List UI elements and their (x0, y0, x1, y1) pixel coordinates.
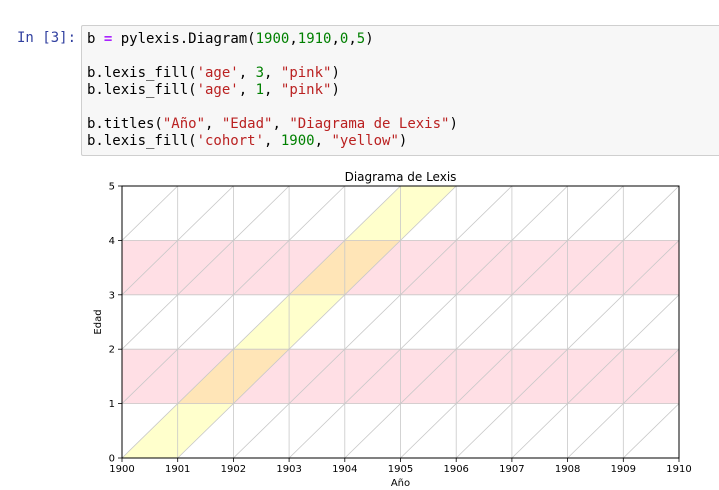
code-token: ) (331, 65, 340, 81)
y-tick-label: 4 (109, 236, 115, 247)
grid-line-diagonal (122, 186, 234, 296)
code-token: pylexis.Diagram( (120, 31, 256, 47)
x-tick-label: 1901 (165, 464, 190, 475)
x-tick-label: 1907 (499, 464, 524, 475)
code-string: "Edad" (221, 116, 273, 132)
code-string: 'age' (196, 65, 239, 81)
grid-line-diagonal (678, 457, 679, 458)
code-line-1: b = pylexis.Diagram(1900,1910,0,5) (87, 31, 374, 47)
code-line-3: b.lexis_fill('age', 1, "pink") (87, 82, 340, 98)
code-operator: = (103, 31, 113, 47)
code-line-5: b.lexis_fill('cohort', 1900, "yellow") (87, 133, 408, 149)
code-number: 1900 (255, 31, 290, 47)
code-number: 1910 (297, 31, 332, 47)
lexis-diagram-chart: 1900 1901 1902 1903 1904 1905 1906 1907 1908 1909… (93, 170, 692, 489)
y-tick-label: 3 (109, 290, 115, 301)
code-token: b.lexis_fill( (87, 65, 197, 81)
grid-line-diagonal (177, 186, 457, 458)
grid-line-diagonal (344, 186, 624, 458)
x-axis-label: Año (391, 478, 410, 486)
code-string: "Año" (162, 116, 206, 132)
x-tick-label: 1903 (276, 464, 301, 475)
code-number: 5 (356, 31, 366, 47)
x-tick-label: 1904 (332, 464, 357, 475)
code-token: ) (331, 82, 340, 98)
code-number: 1 (255, 82, 265, 98)
grid-line-diagonal (400, 186, 679, 458)
grid-line-diagonal (455, 239, 679, 458)
grid-line-diagonal (511, 294, 679, 458)
x-tick-label: 1902 (221, 464, 246, 475)
x-tick-label: 1906 (443, 464, 468, 475)
y-tick-label: 1 (109, 399, 115, 410)
code-number: 1900 (280, 133, 315, 149)
cell-prompt: In [3]: (17, 30, 77, 46)
grid-line-diagonal (233, 186, 513, 458)
grid-line-diagonal (122, 186, 401, 458)
code-token: b (87, 31, 96, 47)
y-axis-label: Edad (93, 309, 104, 334)
grid-line-diagonal (122, 186, 290, 350)
code-number: 0 (339, 31, 349, 47)
y-tick-label: 0 (109, 454, 115, 465)
y-tick-label: 2 (109, 345, 115, 356)
code-string: "pink" (280, 82, 332, 98)
x-tick-label: 1910 (666, 464, 691, 475)
code-line-2: b.lexis_fill('age', 3, "pink") (87, 65, 340, 81)
code-string: "pink" (280, 65, 332, 81)
y-tick-label: 5 (109, 182, 115, 193)
code-line-4: b.titles("Año", "Edad", "Diagrama de Lex… (87, 116, 458, 132)
code-cell-input[interactable]: b = pylexis.Diagram(1900,1910,0,5) b.lexi… (81, 25, 719, 156)
code-token: b.lexis_fill( (87, 82, 197, 98)
grid-line-diagonal (122, 186, 178, 241)
grid-line-diagonal (567, 348, 679, 458)
code-token: b.lexis_fill( (87, 133, 197, 149)
grid-line-diagonal (122, 186, 346, 405)
x-tick-label: 1909 (611, 464, 636, 475)
x-tick-label: 1905 (388, 464, 413, 475)
code-token: ) (365, 31, 374, 47)
grid-line-diagonal (623, 403, 679, 458)
x-tick-label: 1908 (555, 464, 580, 475)
code-string: 'cohort' (196, 133, 265, 149)
code-string: "Diagrama de Lexis" (289, 116, 450, 132)
code-string: "yellow" (331, 133, 399, 149)
code-token: b.titles( (87, 116, 163, 132)
x-tick-label: 1900 (109, 464, 134, 475)
code-string: 'age' (196, 82, 239, 98)
code-token: ) (398, 133, 408, 149)
cell-output: 1900 1901 1902 1903 1904 1905 1906 1907 1908 1909… (0, 162, 719, 489)
code-token: ) (449, 116, 458, 132)
chart-title: Diagrama de Lexis (345, 170, 457, 184)
code-number: 3 (255, 65, 265, 81)
grid-line-diagonal (288, 186, 568, 458)
